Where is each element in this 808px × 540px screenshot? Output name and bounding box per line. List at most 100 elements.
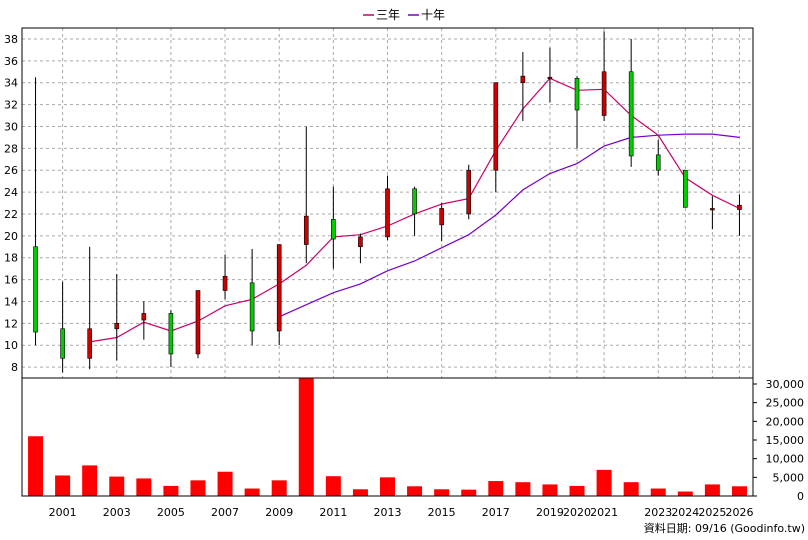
volume-bars [28, 378, 747, 496]
candle-body [195, 290, 201, 355]
price-tick-label: 32 [4, 99, 18, 112]
candle-body [168, 313, 174, 355]
candle-body [303, 215, 309, 245]
volume-bar [434, 489, 450, 496]
year-tick-label: 2011 [319, 506, 347, 519]
volume-tick-label: 5,000 [773, 471, 805, 484]
price-tick-label: 30 [4, 120, 18, 133]
volume-bar [190, 480, 206, 496]
price-axis: 8 10 12 14 16 18 20 22 24 26 28 30 32 34 36 38 [4, 33, 18, 374]
volume-bar [380, 477, 395, 496]
year-tick-label: 2003 [103, 506, 131, 519]
volume-tick-label: 10,000 [766, 453, 805, 466]
candle-body [710, 208, 715, 211]
volume-bar [163, 485, 179, 496]
legend-label-3yr: 三年 [376, 8, 400, 22]
candle-body [737, 204, 742, 210]
year-tick-label: 2009 [265, 506, 293, 519]
volume-bar [352, 489, 368, 496]
volume-bar [704, 484, 720, 496]
candle-body [385, 188, 390, 238]
price-tick-label: 34 [4, 77, 18, 90]
candle-body [249, 282, 255, 332]
volume-bar [731, 486, 747, 496]
year-tick-label: 2015 [428, 506, 456, 519]
volume-bar [650, 488, 666, 496]
candle-body [222, 275, 228, 291]
ma-10yr-line [278, 133, 740, 318]
volume-tick-label: 15,000 [766, 434, 805, 447]
candle-body [574, 78, 580, 111]
price-tick-label: 26 [4, 164, 18, 177]
year-tick-label: 2005 [157, 506, 185, 519]
candle-body [114, 323, 120, 330]
volume-bar [542, 484, 558, 496]
year-tick-label: 2019 [536, 506, 564, 519]
volume-bar [623, 482, 639, 496]
volume-bar [244, 488, 260, 496]
candle-body [520, 75, 526, 83]
year-tick-label: 2020 [563, 506, 591, 519]
candlesticks [33, 31, 742, 373]
price-tick-label: 10 [4, 339, 18, 352]
volume-bar [325, 476, 341, 496]
price-tick-label: 16 [4, 274, 18, 287]
volume-bar [298, 378, 314, 496]
year-tick-label: 2025 [698, 506, 726, 519]
price-tick-label: 8 [11, 361, 18, 374]
candle-body [439, 208, 444, 226]
volume-bar [55, 475, 71, 496]
volume-bar [82, 465, 98, 496]
volume-bar [488, 481, 504, 496]
year-tick-label: 2001 [49, 506, 77, 519]
x-axis: 2001 2003 2005 2007 2009 2011 2013 2015 2017 2019… [49, 506, 754, 519]
candle-body [466, 169, 472, 215]
volume-bar [109, 476, 125, 496]
candle-body [412, 188, 417, 215]
year-tick-label: 2021 [590, 506, 618, 519]
year-tick-label: 2024 [671, 506, 699, 519]
volume-tick-label: 25,000 [766, 397, 805, 410]
price-tick-label: 18 [4, 252, 18, 265]
volume-bar [515, 482, 531, 496]
candle-body [358, 236, 363, 248]
volume-bar [136, 478, 152, 496]
price-tick-label: 36 [4, 55, 18, 68]
candle-body [60, 328, 65, 359]
volume-bar [596, 469, 612, 496]
year-tick-label: 2013 [374, 506, 402, 519]
candle-body [493, 82, 499, 171]
candle-body [547, 76, 553, 80]
volume-tick-label: 30,000 [766, 378, 805, 391]
candle-body [331, 219, 336, 240]
price-tick-label: 12 [4, 317, 18, 330]
volume-tick-label: 20,000 [766, 415, 805, 428]
volume-axis: 0 5,000 10,000 15,000 20,000 25,000 30,000 [753, 378, 804, 503]
year-tick-label: 2017 [482, 506, 510, 519]
volume-bar [461, 489, 477, 496]
volume-tick-label: 0 [797, 490, 804, 503]
legend-label-10yr: 十年 [421, 8, 445, 22]
year-tick-label: 2026 [725, 506, 753, 519]
price-tick-label: 20 [4, 230, 18, 243]
volume-bar [569, 485, 585, 496]
candle-body [655, 154, 661, 171]
price-tick-label: 38 [4, 33, 18, 46]
candle-body [87, 328, 92, 359]
price-tick-label: 14 [4, 295, 18, 308]
volume-bar [407, 486, 423, 496]
volume-bar [217, 471, 233, 496]
volume-bar [677, 491, 693, 496]
price-tick-label: 28 [4, 142, 18, 155]
candle-body [628, 71, 634, 157]
candle-body [601, 71, 607, 116]
year-tick-label: 2023 [644, 506, 672, 519]
candle-body [141, 313, 147, 321]
year-tick-label: 2007 [211, 506, 239, 519]
source-note: 資料日期: 09/16 (Goodinfo.tw) [644, 521, 805, 535]
candle-body [33, 246, 38, 333]
price-tick-label: 22 [4, 208, 18, 221]
price-tick-label: 24 [4, 186, 18, 199]
plot-frame [21, 27, 754, 497]
